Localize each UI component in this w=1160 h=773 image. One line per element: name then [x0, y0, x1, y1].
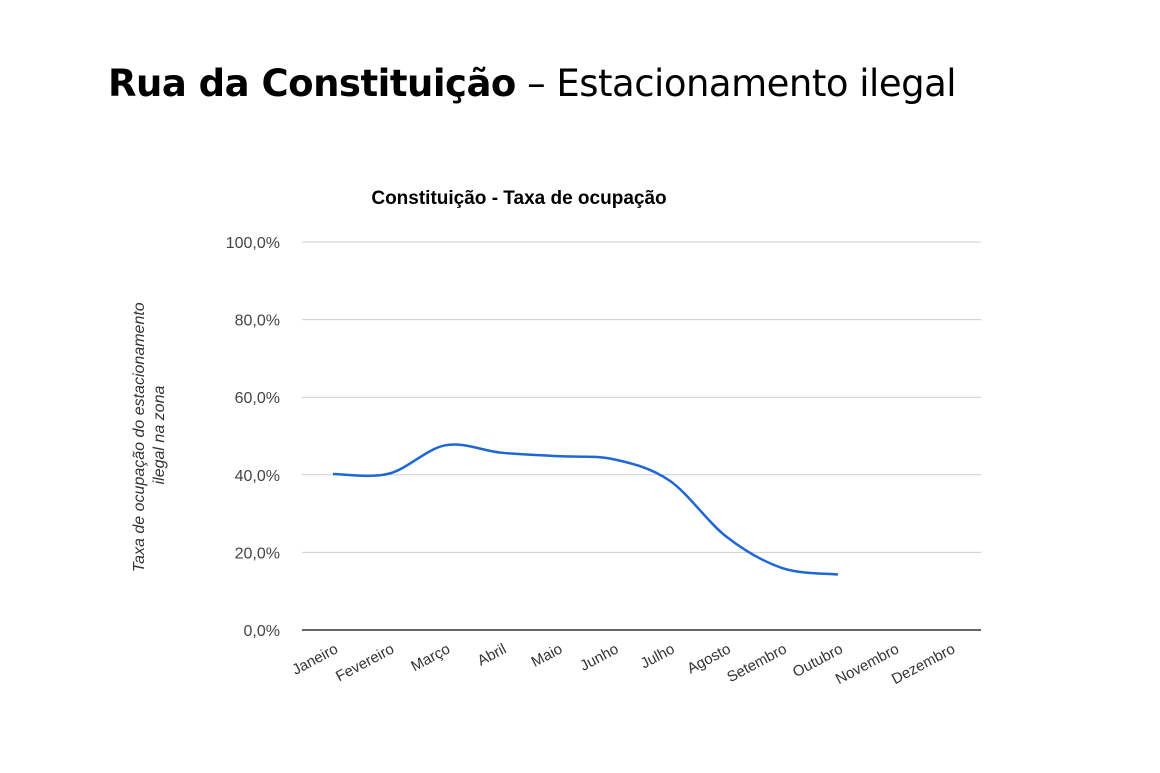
y-tick-label: 80,0%: [235, 313, 280, 330]
slide-title-bold: Rua da Constituição: [108, 62, 516, 105]
y-tick-label: 40,0%: [235, 468, 280, 485]
y-axis-label: Taxa de ocupação do estacionamento ilega…: [131, 298, 168, 572]
x-tick-label: Junho: [577, 641, 621, 675]
x-tick-label: Janeiro: [289, 641, 340, 679]
chart-title: Constituição - Taxa de ocupação: [371, 188, 666, 209]
y-axis-label-line1: Taxa de ocupação do estacionamento: [131, 302, 148, 572]
slide-title: Rua da Constituição – Estacionamento ile…: [108, 62, 957, 105]
y-tick-label: 100,0%: [226, 235, 280, 252]
y-tick-label: 60,0%: [235, 390, 280, 407]
y-tick-label: 20,0%: [235, 545, 280, 562]
x-tick-label: Maio: [529, 641, 566, 671]
x-tick-label: Novembro: [833, 641, 902, 688]
x-tick-label: Fevereiro: [333, 641, 397, 686]
x-tick-label: Dezembro: [889, 641, 958, 688]
x-tick-label: Abril: [475, 641, 509, 670]
y-axis-label-line2: ilegal na zona: [151, 386, 168, 485]
x-tick-label: Março: [408, 641, 453, 676]
series-line: [332, 443, 839, 576]
y-tick-label: 0,0%: [244, 623, 280, 640]
x-tick-label: Setembro: [724, 641, 789, 687]
slide-title-rest: – Estacionamento ilegal: [515, 62, 957, 105]
x-tick-label: Julho: [638, 641, 678, 673]
